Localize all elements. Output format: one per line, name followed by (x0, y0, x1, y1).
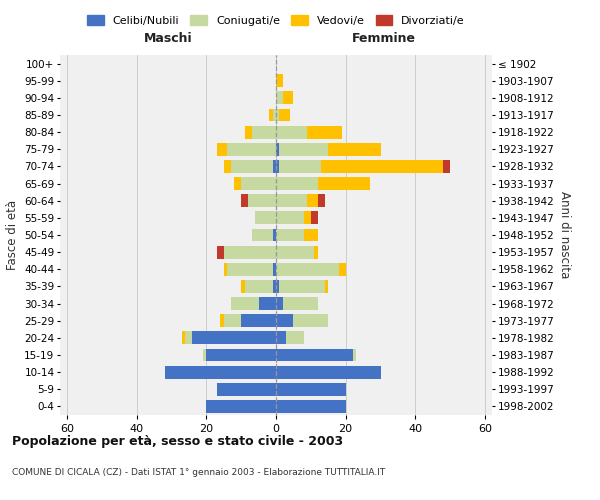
Bar (276, 177, 318, 190)
Bar (311, 212, 318, 224)
Bar (245, 126, 251, 138)
Bar (280, 143, 328, 156)
Bar (283, 92, 293, 104)
Bar (217, 143, 227, 156)
Bar (307, 194, 318, 207)
Bar (217, 383, 276, 396)
Bar (276, 400, 346, 413)
Bar (276, 332, 286, 344)
Bar (272, 280, 276, 293)
Bar (276, 297, 283, 310)
Bar (217, 246, 224, 258)
Bar (259, 297, 276, 310)
Bar (251, 126, 276, 138)
Bar (276, 212, 304, 224)
Bar (276, 280, 280, 293)
Bar (255, 212, 276, 224)
Bar (206, 400, 276, 413)
Bar (185, 332, 193, 344)
Bar (283, 297, 318, 310)
Bar (272, 228, 276, 241)
Bar (276, 263, 339, 276)
Bar (227, 263, 272, 276)
Bar (276, 228, 304, 241)
Bar (276, 108, 280, 122)
Bar (164, 366, 276, 378)
Bar (241, 194, 248, 207)
Bar (318, 194, 325, 207)
Bar (321, 160, 443, 173)
Bar (304, 228, 318, 241)
Bar (280, 280, 325, 293)
Bar (280, 108, 290, 122)
Bar (241, 280, 245, 293)
Bar (276, 126, 307, 138)
Bar (276, 74, 283, 87)
Bar (203, 348, 206, 362)
Bar (272, 263, 276, 276)
Bar (314, 246, 318, 258)
Bar (276, 366, 380, 378)
Bar (276, 246, 314, 258)
Bar (280, 160, 321, 173)
Text: Maschi: Maschi (143, 32, 193, 44)
Bar (325, 280, 328, 293)
Bar (353, 348, 356, 362)
Bar (224, 160, 231, 173)
Bar (318, 177, 370, 190)
Bar (276, 314, 293, 327)
Bar (276, 383, 346, 396)
Bar (241, 314, 276, 327)
Bar (206, 348, 276, 362)
Bar (304, 212, 311, 224)
Bar (234, 177, 241, 190)
Bar (286, 332, 304, 344)
Bar (224, 246, 276, 258)
Bar (269, 108, 272, 122)
Bar (307, 126, 342, 138)
Y-axis label: Fasce di età: Fasce di età (5, 200, 19, 270)
Bar (224, 263, 227, 276)
Bar (251, 228, 272, 241)
Bar (241, 177, 276, 190)
Legend: Celibi/Nubili, Coniugati/e, Vedovi/e, Divorziati/e: Celibi/Nubili, Coniugati/e, Vedovi/e, Di… (83, 10, 469, 30)
Text: Femmine: Femmine (352, 32, 416, 44)
Bar (227, 143, 276, 156)
Bar (224, 314, 241, 327)
Text: Popolazione per età, sesso e stato civile - 2003: Popolazione per età, sesso e stato civil… (12, 435, 343, 448)
Bar (276, 92, 283, 104)
Bar (276, 194, 307, 207)
Bar (339, 263, 346, 276)
Bar (220, 314, 224, 327)
Text: COMUNE DI CICALA (CZ) - Dati ISTAT 1° gennaio 2003 - Elaborazione TUTTITALIA.IT: COMUNE DI CICALA (CZ) - Dati ISTAT 1° ge… (12, 468, 385, 477)
Bar (293, 314, 328, 327)
Bar (276, 160, 280, 173)
Bar (231, 297, 259, 310)
Bar (193, 332, 276, 344)
Bar (328, 143, 380, 156)
Y-axis label: Anni di nascita: Anni di nascita (558, 192, 571, 278)
Bar (245, 280, 272, 293)
Bar (182, 332, 185, 344)
Bar (248, 194, 276, 207)
Bar (276, 143, 280, 156)
Bar (272, 160, 276, 173)
Bar (231, 160, 272, 173)
Bar (272, 108, 276, 122)
Bar (443, 160, 450, 173)
Bar (276, 348, 353, 362)
